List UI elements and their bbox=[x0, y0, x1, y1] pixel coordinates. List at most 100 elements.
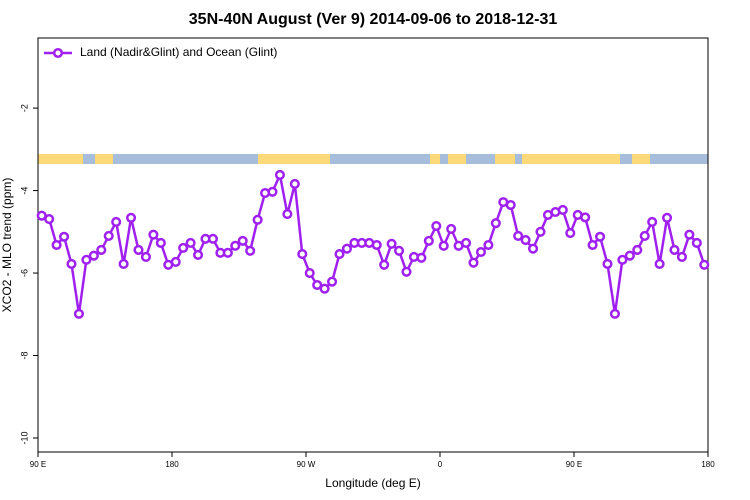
data-point bbox=[51, 239, 62, 251]
data-point bbox=[647, 216, 658, 227]
data-point bbox=[401, 266, 412, 277]
data-point bbox=[170, 256, 181, 267]
data-point bbox=[505, 199, 516, 211]
data-point bbox=[88, 250, 99, 261]
data-point bbox=[245, 245, 256, 256]
data-point bbox=[207, 233, 218, 244]
data-point bbox=[676, 251, 687, 263]
land-strip bbox=[258, 154, 330, 164]
data-point bbox=[148, 229, 159, 240]
data-point bbox=[513, 230, 524, 241]
legend-marker bbox=[52, 47, 64, 59]
data-point bbox=[662, 212, 673, 223]
data-point bbox=[483, 239, 494, 251]
legend-label: Land (Nadir&Glint) and Ocean (Glint) bbox=[80, 45, 277, 59]
ocean-strip bbox=[38, 154, 708, 164]
data-point bbox=[595, 231, 606, 242]
data-point bbox=[81, 254, 92, 265]
data-point bbox=[609, 308, 620, 319]
data-point bbox=[319, 283, 330, 294]
y-tick-label: -2 bbox=[19, 104, 29, 112]
plot-frame bbox=[37, 37, 709, 453]
data-point bbox=[140, 251, 151, 263]
data-point bbox=[66, 258, 77, 270]
data-point bbox=[111, 216, 122, 227]
x-tick-label: 90 W bbox=[297, 460, 316, 469]
data-point bbox=[394, 245, 405, 256]
data-point bbox=[44, 213, 55, 225]
chart-title: 35N-40N August (Ver 9) 2014-09-06 to 201… bbox=[189, 11, 558, 28]
data-point bbox=[528, 243, 539, 254]
data-point bbox=[297, 249, 308, 260]
data-point bbox=[126, 212, 137, 223]
data-point bbox=[267, 186, 278, 197]
data-point bbox=[230, 240, 241, 251]
land-strip bbox=[38, 154, 83, 164]
data-point bbox=[155, 237, 166, 248]
data-point bbox=[699, 259, 710, 270]
data-point bbox=[118, 258, 129, 270]
data-point bbox=[535, 226, 546, 237]
y-tick-label: -10 bbox=[19, 431, 29, 444]
data-point bbox=[379, 259, 390, 270]
data-point bbox=[602, 258, 613, 270]
y-tick-label: -8 bbox=[19, 352, 29, 360]
data-point bbox=[341, 243, 352, 254]
data-point bbox=[632, 244, 643, 255]
data-point bbox=[446, 223, 457, 234]
data-point bbox=[327, 276, 338, 287]
land-strip bbox=[430, 154, 440, 164]
data-point bbox=[654, 258, 665, 270]
data-point bbox=[252, 214, 263, 225]
x-tick-label: 90 E bbox=[30, 460, 46, 469]
land-strip bbox=[522, 154, 620, 164]
data-point bbox=[334, 249, 345, 260]
x-tick-label: 180 bbox=[165, 460, 179, 469]
data-point bbox=[178, 242, 189, 253]
land-strip bbox=[95, 154, 113, 164]
y-axis-label: XCO2 - MLO trend (ppm) bbox=[0, 178, 14, 313]
land-strip bbox=[495, 154, 515, 164]
x-tick-label: 90 E bbox=[566, 460, 582, 469]
data-point bbox=[103, 230, 114, 241]
data-point bbox=[557, 204, 568, 216]
y-tick-label: -4 bbox=[19, 187, 29, 195]
data-point bbox=[617, 254, 628, 265]
data-point bbox=[587, 239, 598, 251]
data-point bbox=[461, 237, 472, 248]
data-point bbox=[468, 257, 479, 268]
data-point bbox=[222, 247, 233, 258]
data-point bbox=[416, 252, 427, 263]
y-tick-label: -6 bbox=[19, 269, 29, 277]
data-point bbox=[691, 237, 702, 248]
data-point bbox=[73, 308, 84, 319]
data-point bbox=[133, 244, 144, 255]
data-point bbox=[386, 238, 397, 249]
data-point bbox=[289, 178, 300, 190]
data-point bbox=[431, 220, 442, 232]
land-strip bbox=[632, 154, 650, 164]
data-point bbox=[438, 240, 449, 251]
map-strip bbox=[38, 154, 708, 164]
data-point bbox=[669, 244, 680, 255]
x-tick-label: 180 bbox=[701, 460, 715, 469]
data-point bbox=[639, 230, 650, 241]
data-point bbox=[371, 239, 382, 251]
data-point bbox=[312, 279, 323, 291]
data-point bbox=[193, 249, 204, 260]
data-point bbox=[475, 246, 486, 258]
data-point bbox=[185, 237, 196, 248]
x-axis-label: Longitude (deg E) bbox=[325, 476, 420, 490]
data-point bbox=[580, 212, 591, 223]
data-point bbox=[304, 267, 315, 279]
data-point bbox=[684, 229, 695, 240]
data-point bbox=[423, 235, 434, 246]
data-point bbox=[96, 244, 107, 255]
land-strip bbox=[448, 154, 466, 164]
data-point bbox=[624, 250, 635, 261]
data-point bbox=[274, 169, 285, 180]
data-point bbox=[237, 235, 248, 246]
data-point bbox=[490, 218, 501, 229]
